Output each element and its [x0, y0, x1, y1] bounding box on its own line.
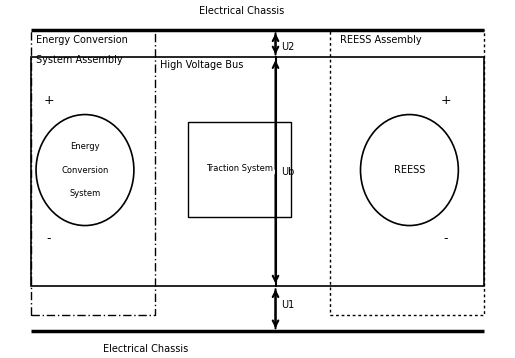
- Text: Energy Conversion: Energy Conversion: [36, 35, 128, 45]
- Bar: [188, 122, 291, 217]
- Text: Energy: Energy: [70, 142, 100, 151]
- Text: Electrical Chassis: Electrical Chassis: [103, 344, 188, 354]
- Text: +: +: [440, 94, 451, 107]
- Text: Electrical Chassis: Electrical Chassis: [199, 6, 285, 16]
- Bar: [31, 57, 484, 286]
- Text: -: -: [443, 232, 448, 245]
- Text: Traction System: Traction System: [206, 164, 273, 174]
- Text: REESS: REESS: [394, 165, 425, 175]
- Text: System: System: [70, 189, 100, 198]
- Text: U1: U1: [281, 300, 294, 310]
- Text: REESS Assembly: REESS Assembly: [340, 35, 421, 45]
- Text: U2: U2: [281, 42, 294, 52]
- Bar: [31, 30, 154, 315]
- Bar: [330, 30, 484, 315]
- Text: System Assembly: System Assembly: [36, 55, 123, 66]
- Text: Ub: Ub: [281, 167, 294, 177]
- Text: Conversion: Conversion: [61, 165, 109, 175]
- Text: -: -: [47, 232, 51, 245]
- Text: +: +: [44, 94, 54, 107]
- Text: High Voltage Bus: High Voltage Bus: [160, 60, 243, 70]
